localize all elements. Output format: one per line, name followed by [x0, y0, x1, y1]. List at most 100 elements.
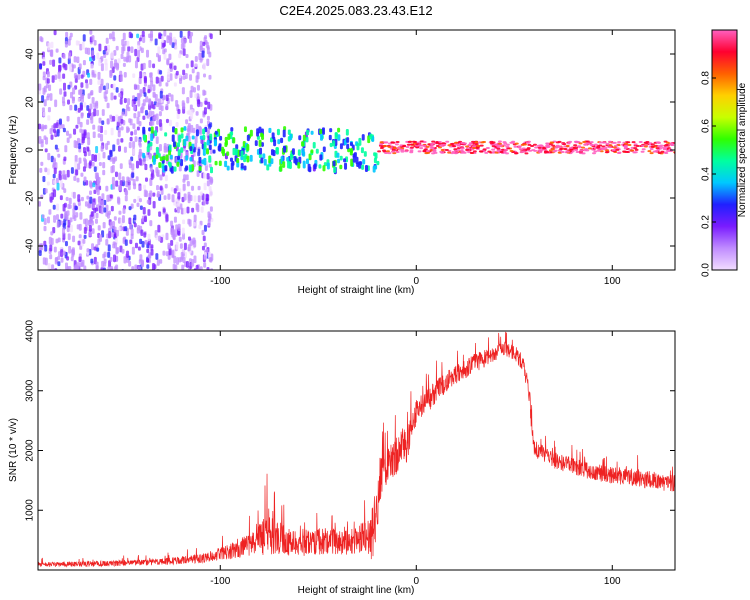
spectrogram-cell [217, 145, 221, 151]
spectrogram-cell [47, 42, 51, 51]
spectrogram-cell [155, 113, 159, 121]
spectrogram-cell [590, 144, 595, 147]
spectrogram-cell [170, 239, 174, 246]
spectrogram-cell [38, 83, 42, 91]
spectrogram-cell [73, 128, 77, 135]
spectrogram-cell [410, 143, 415, 146]
spectrogram-cell [142, 207, 146, 215]
spectrogram-cell [52, 162, 56, 168]
spectrogram-cell [43, 217, 47, 225]
spectrogram-cell [127, 177, 131, 182]
spectrogram-cell [95, 100, 99, 109]
spectrogram-cell [384, 152, 389, 155]
spectrogram-cell [112, 144, 116, 152]
spectrogram-cell [442, 143, 447, 146]
spectrogram-cell [67, 233, 71, 241]
spectrogram-cell [565, 145, 570, 148]
spectrogram-cell [134, 264, 138, 270]
spectrogram-cell [208, 144, 212, 150]
spectrogram-cell [601, 141, 606, 144]
spectrogram-cell [472, 150, 477, 153]
snr-ytick-label: 3000 [25, 379, 36, 402]
spectrogram-cell [121, 39, 125, 46]
spectrogram-cell [115, 114, 119, 122]
spectrogram-cell [165, 118, 169, 124]
spectrogram-cell [109, 70, 113, 77]
spectrogram-cell [346, 137, 350, 143]
spectrogram-cell [154, 130, 158, 137]
spectrogram-cell [126, 250, 130, 259]
spectrogram-cell [168, 247, 172, 256]
spectrogram-cell [147, 233, 151, 242]
spectrogram-cell [195, 75, 199, 83]
spectrogram-cell [209, 189, 213, 197]
spectrogram-cell [201, 229, 205, 236]
spectrogram-cell [90, 90, 94, 96]
spectrogram-cell [66, 115, 70, 122]
spectrogram-cell [206, 115, 210, 121]
spectrogram-cell [157, 56, 161, 62]
spectrogram-cell [175, 241, 179, 250]
spectrogram-cell [70, 91, 74, 99]
spectrogram-cell [440, 148, 445, 151]
spectrogram-cell [38, 135, 42, 144]
spectrogram-cell [93, 166, 97, 172]
spectrogram-cell [113, 254, 117, 263]
spectrogram-cell [60, 257, 64, 263]
spectrogram-cell [122, 32, 126, 41]
spectrogram-cell [202, 148, 206, 156]
spectrogram-cell [190, 109, 194, 115]
colorbar-tick-label: 0.4 [701, 167, 712, 181]
spectrogram-cell [59, 180, 63, 188]
spectrogram-cell [126, 40, 130, 47]
snr-ytick-label: 4000 [25, 319, 36, 342]
spectrogram-cell [193, 195, 197, 203]
spectrogram-cell [282, 145, 286, 153]
spectrogram-cell [136, 44, 140, 51]
spectrogram-cell [542, 147, 547, 150]
spectrogram-cell [163, 145, 167, 153]
spectrogram-cell [87, 137, 91, 146]
spectrogram-cell [91, 161, 95, 167]
spectrogram-cell [183, 138, 187, 147]
spectrogram-cell [246, 144, 250, 151]
spectrogram-cell [185, 165, 189, 171]
spectrogram-cell [158, 162, 162, 168]
spectrogram-cell [176, 161, 180, 167]
spectrogram-cell [182, 178, 186, 183]
spectrogram-cell [203, 242, 207, 248]
spectrogram-cell [65, 130, 69, 136]
spectrogram-cell [109, 256, 113, 262]
spectrogram-cell [89, 30, 93, 35]
spectrogram-cell [169, 154, 173, 160]
spectrogram-cell [139, 205, 143, 210]
spectrogram-cell [635, 144, 640, 147]
spectrogram-cell [171, 134, 175, 142]
spectrogram-cell [395, 151, 400, 154]
spectrogram-cell [312, 141, 316, 149]
spectrogram-cell [198, 224, 202, 230]
spectrogram-cell [374, 152, 378, 159]
spectrogram-cell [45, 84, 49, 89]
spectrogram-cell [198, 156, 202, 164]
spectrogram-cell [668, 150, 673, 153]
spectrogram-cell [130, 131, 134, 136]
spectrogram-cell [117, 217, 121, 224]
spectrogram-cell [168, 150, 172, 156]
spectrogram-cell [154, 93, 158, 102]
spectrogram-cell [122, 62, 126, 68]
spectrogram-cell [633, 147, 638, 150]
spectrogram-cell [50, 231, 54, 236]
spectrogram-cell [180, 147, 184, 153]
spectrogram-cell [44, 244, 48, 252]
spectrogram-cell [190, 124, 194, 133]
spectrogram-cell [526, 147, 531, 150]
spectrogram-cell [195, 202, 199, 211]
spectrogram-cell [302, 160, 306, 169]
spectrogram-cell [445, 140, 450, 143]
spectrogram-cell [626, 141, 631, 144]
spectrogram-cell [495, 144, 500, 147]
spectrogram-cell [143, 232, 147, 238]
spectrogram-cell [263, 158, 267, 166]
spectrogram-cell [40, 139, 44, 144]
